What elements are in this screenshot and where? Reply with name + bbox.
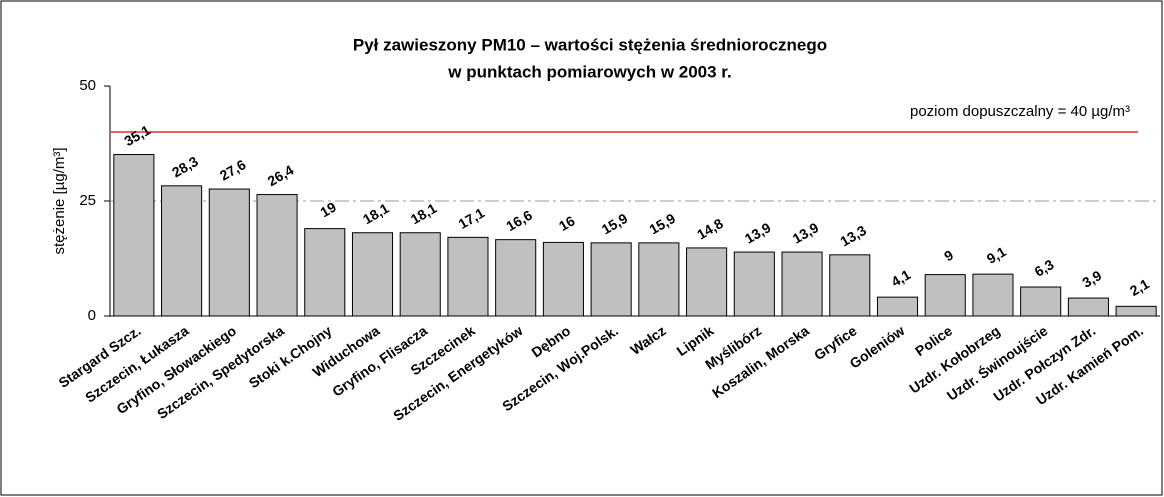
bar (590, 242, 632, 317)
y-tick-label: 25 (79, 192, 96, 209)
chart-title: Pył zawieszony PM10 – wartości stężenia … (353, 35, 827, 54)
bar (113, 154, 155, 317)
data-label: 16 (556, 212, 578, 234)
bar (1067, 297, 1109, 317)
bar (733, 251, 775, 317)
y-tick-label: 0 (88, 307, 96, 324)
bar (304, 228, 346, 317)
bar (495, 239, 537, 317)
bar (208, 188, 250, 317)
bar (972, 273, 1014, 317)
data-label: 19 (317, 199, 339, 221)
bar (447, 236, 489, 317)
bar (876, 296, 919, 317)
bar (924, 274, 966, 317)
bar (542, 241, 584, 317)
bar (399, 232, 441, 317)
bar (1020, 286, 1062, 317)
y-axis-label: stężenie [µg/m³] (51, 147, 68, 254)
bar (638, 242, 680, 317)
y-tick-label: 50 (79, 77, 96, 94)
bar (1115, 305, 1157, 317)
bar (686, 247, 728, 317)
reference-label: poziom dopuszczalny = 40 µg/m³ (910, 103, 1130, 120)
bar (781, 251, 823, 317)
bar (829, 254, 871, 317)
bar (351, 232, 394, 317)
bar (256, 194, 298, 317)
chart-title: w punktach pomiarowych w 2003 r. (447, 62, 731, 81)
bar (161, 185, 203, 317)
